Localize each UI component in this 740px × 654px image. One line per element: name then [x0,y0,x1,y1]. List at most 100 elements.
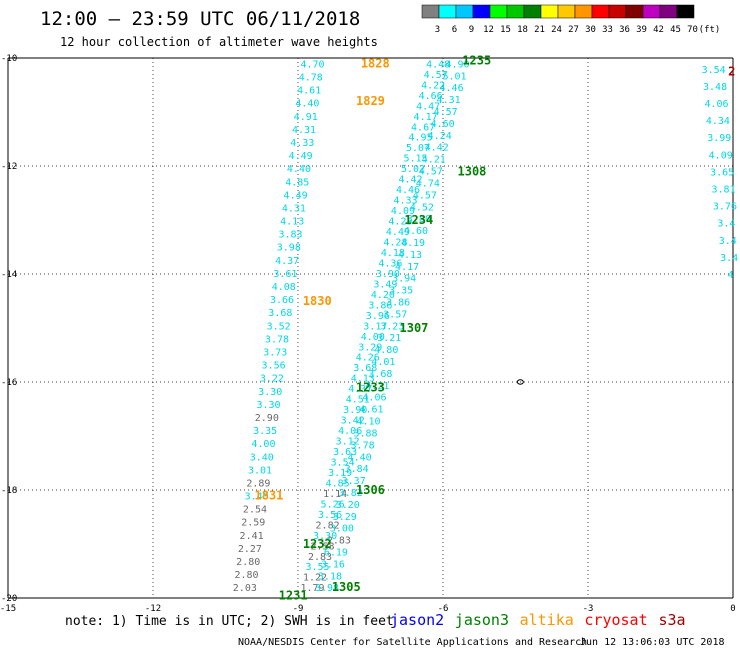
colorbar-swatch [676,4,695,19]
wave-height-value: 3.29 [358,342,382,353]
wave-height-value: 3.01 [248,465,272,476]
colorbar-swatch [455,4,474,19]
wave-height-value: 3.68 [353,363,377,374]
time-label: 1231 [279,588,308,602]
wave-height-value: 6.19 [324,547,348,558]
wave-height-value: 3.98 [315,583,339,594]
time-label: 1235 [462,54,491,68]
colorbar-label: 9 [469,25,474,35]
time-label: 1829 [356,94,385,108]
wave-height-value: 4.00 [361,332,385,343]
wave-height-value: 4.40 [348,452,372,463]
colorbar-label: 12 [483,25,494,35]
wave-height-value: 4.31 [437,95,461,106]
wave-height-value: 3.56 [262,361,286,372]
time-label: 1232 [303,537,332,551]
wave-height-value: 4.57 [424,70,448,81]
wave-height-value: 4.21 [422,155,446,166]
wave-height-value: 4.49 [284,190,308,201]
colorbar-label: 15 [500,25,511,35]
time-label: 1305 [332,580,361,594]
wave-height-value: 5.26 [321,499,345,510]
wave-height-value: 4.24 [428,131,452,142]
colorbar-label: 21 [534,25,545,35]
wave-height-value: 3.29 [333,512,357,523]
colorbar-label: 36 [619,25,630,35]
colorbar-swatch [421,4,440,19]
wave-height-value: 3.78 [351,440,375,451]
wave-height-value: 3.96 [366,311,390,322]
colorbar-label: 30 [585,25,596,35]
time-label: 1307 [400,321,429,335]
colorbar-label: 24 [551,25,562,35]
wave-height-value: 4.31 [282,203,306,214]
wave-height-value: 3.83 [278,230,302,241]
wave-height-value: 4.13 [280,217,304,228]
wave-height-value: 3.17 [363,321,387,332]
track-b: 4.484.574.224.664.474.174.674.955.075.15… [300,59,450,594]
wave-height-value: 3.94 [392,274,416,285]
wave-height-value: 3.86 [368,300,392,311]
wave-height-value: 3.88 [354,428,378,439]
wave-height-value: 3.20 [336,500,360,511]
wave-height-value: 1.14 [323,489,347,500]
wave-height-value: 3.55 [305,562,329,573]
colorbar-label: 18 [517,25,528,35]
colorbar-label: 39 [636,25,647,35]
colorbar-legend: 3 6 9 12 15 18 21 24 27 30 33 36 39 42 45 70 (ft) [421,4,720,35]
wave-height-value: 4.01 [371,357,395,368]
wave-height-value: 3.99 [707,133,731,144]
wave-height-value: 1.79 [300,583,324,594]
wave-height-value: 3.48 [703,82,727,93]
satellite-name: altika [520,611,574,629]
time-label: 1828 [361,56,390,70]
wave-height-value: 2.80 [236,557,260,568]
x-tick-label: -9 [293,604,304,614]
wave-height-value: 3.54 [331,457,355,468]
colorbar-swatch [489,4,508,19]
wave-height-value: 4.34 [706,116,730,127]
wave-height-value: 3.52 [267,321,291,332]
timestamp-text: Jun 12 13:06:03 UTC 2018 [580,637,725,648]
wave-height-value: 3.16 [321,559,345,570]
wave-height-value: 4.60 [404,226,428,237]
wave-height-value: 3.21 [377,333,401,344]
wave-height-value: 4.57 [434,107,458,118]
wave-height-value: 3.56 [318,510,342,521]
wave-height-value: 3.57 [383,309,407,320]
wave-height-value: 3.35 [253,426,277,437]
y-tick-label: -10 [1,54,17,64]
wave-height-value: 3.23 [380,321,404,332]
wave-height-value: 3.86 [386,297,410,308]
wave-height-value: 3.65 [710,167,734,178]
wave-height-value: 2.80 [234,570,258,581]
x-tick-label: -6 [438,604,449,614]
y-tick-label: -12 [1,162,17,172]
wave-height-value: 4.40 [295,99,319,110]
wave-height-value: 2.27 [238,544,262,555]
time-label: 1306 [356,483,385,497]
wave-height-value: 4.66 [419,91,443,102]
wave-height-value: 2.54 [243,505,267,516]
wave-height-value: 4.13 [351,374,375,385]
colorbar-swatch [608,4,627,19]
wave-height-value: 4.18 [381,248,405,259]
x-tick-label: -12 [145,604,161,614]
wave-height-value: 4.33 [290,138,314,149]
wave-height-value: 4.48 [426,59,450,70]
track-d: 3.54 3.48 4.06 4.34 3.99 4.09 3.65 3.81 3.76 3.4 3… [702,65,739,281]
y-tick-label: -14 [1,270,17,280]
wave-height-value: 4.51 [346,395,370,406]
time-label: 1830 [303,294,332,308]
wave-height-value: 4.28 [383,237,407,248]
wave-height-value: 3.35 [389,286,413,297]
colorbar-label: 45 [670,25,681,35]
wave-height-value: 4.42 [398,175,422,186]
wave-height-value: 2.03 [233,583,257,594]
wave-height-value: 4.80 [374,345,398,356]
wave-height-value: 3.30 [313,531,337,542]
wave-height-value: 4.17 [395,262,419,273]
wave-height-value: 5.07 [406,143,430,154]
wave-height-value: 4.09 [709,150,733,161]
